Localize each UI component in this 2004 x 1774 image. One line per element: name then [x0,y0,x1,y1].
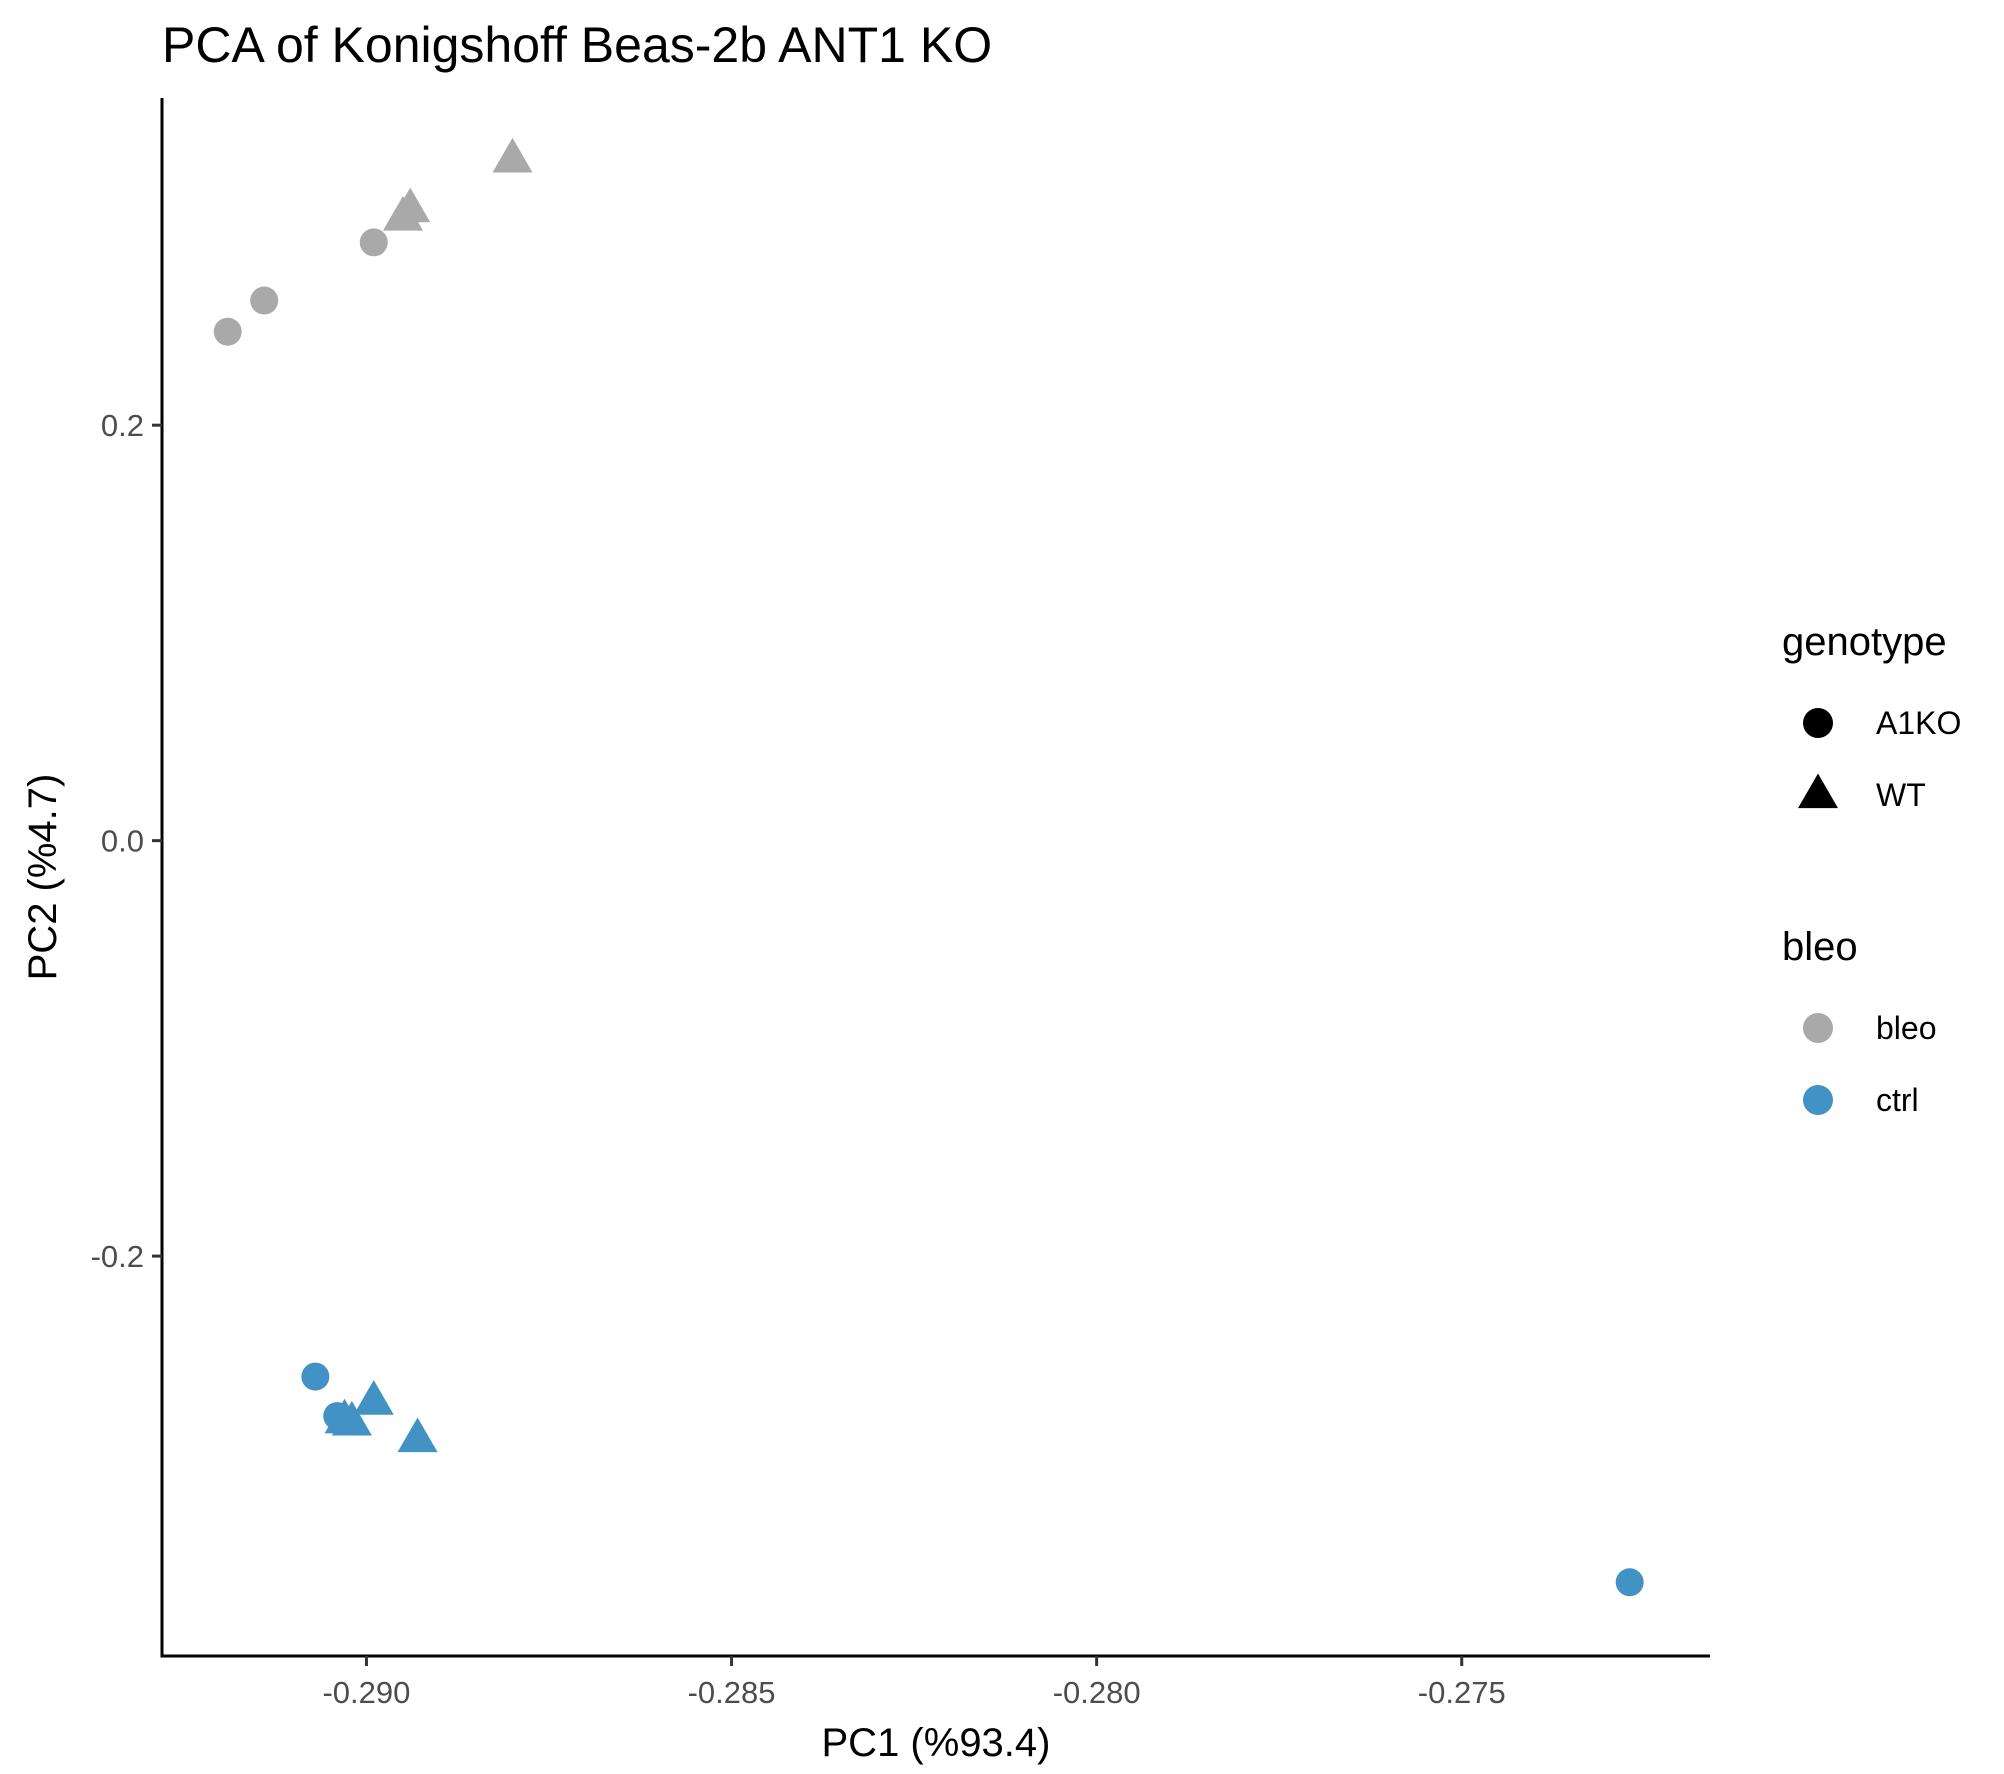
legend-label-wt: WT [1876,777,1926,813]
legend-key-circle [1803,1013,1833,1043]
y-axis-ticks: -0.2 0.0 0.2 [91,408,162,1274]
legend: genotype A1KO WT bleo bleo ctrl [1782,620,1961,1118]
data-point-circle [250,286,279,315]
x-tick-label: -0.285 [688,1675,776,1710]
legend-label-bleo: bleo [1876,1010,1937,1046]
data-point-circle [1615,1568,1644,1597]
data-point-circle [301,1362,330,1391]
data-point-triangle [390,187,431,223]
legend-key-circle [1803,708,1833,738]
y-tick-label: 0.2 [101,408,144,443]
data-point-triangle [331,1400,372,1436]
plot-area: -0.290 -0.285 -0.280 -0.275 -0.2 0.0 0.2 [91,98,1710,1710]
x-tick-label: -0.290 [322,1675,410,1710]
legend-label-ctrl: ctrl [1876,1082,1919,1118]
legend-label-a1ko: A1KO [1876,705,1961,741]
chart-title: PCA of Konigshoff Beas-2b ANT1 KO [162,17,992,73]
data-point-circle [359,228,388,257]
y-axis-title: PC2 (%4.7) [21,774,65,981]
data-point-triangle [492,137,533,173]
x-axis-title: PC1 (%93.4) [822,1721,1051,1765]
legend-title-genotype: genotype [1782,620,1947,664]
data-point-circle [213,317,242,346]
data-point-triangle [353,1380,394,1415]
y-tick-label: 0.0 [101,824,144,859]
legend-key-triangle [1798,773,1838,809]
data-point-triangle [397,1417,438,1453]
legend-title-bleo: bleo [1782,925,1858,969]
x-axis-ticks: -0.290 -0.285 -0.280 -0.275 [322,1656,1506,1710]
data-points [213,137,1644,1597]
x-tick-label: -0.275 [1418,1675,1506,1710]
y-tick-label: -0.2 [91,1239,144,1274]
legend-key-circle [1803,1085,1833,1115]
x-tick-label: -0.280 [1053,1675,1141,1710]
